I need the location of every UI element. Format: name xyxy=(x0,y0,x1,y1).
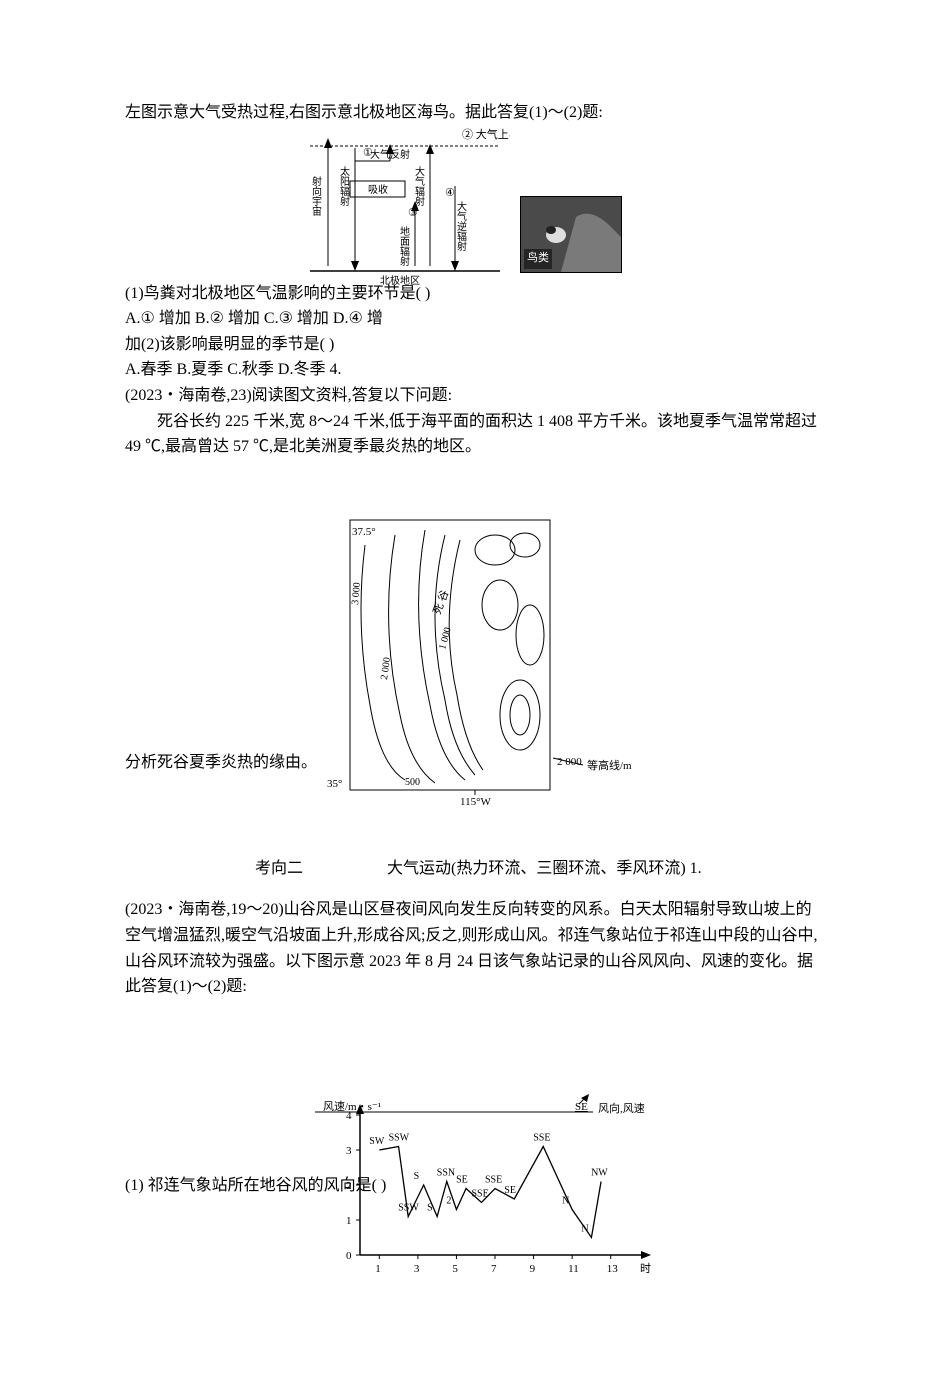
svg-text:4: 4 xyxy=(346,1110,352,1122)
svg-text:SSE: SSE xyxy=(485,1174,502,1185)
figure-2-container: 分析死谷夏季炎热的缘由。 37.5° 35° 115°W 3 000 2 000… xyxy=(125,505,825,835)
svg-text:N: N xyxy=(562,1195,569,1206)
svg-text:太阳辐射: 太阳辐射 xyxy=(338,164,350,206)
svg-text:13: 13 xyxy=(607,1263,619,1275)
exam2-subtitle: 大气运动(热力环流、三圈环流、季风环流) 1. xyxy=(387,856,702,882)
svg-text:风速/m・s⁻¹: 风速/m・s⁻¹ xyxy=(323,1100,381,1113)
svg-text:大气反射: 大气反射 xyxy=(370,148,410,161)
svg-text:2: 2 xyxy=(446,1195,451,1206)
wind-chart-svg: 风速/m・s⁻¹ SE 风向,风速 时 01234135791113SWSSWS… xyxy=(315,1090,665,1290)
svg-text:5: 5 xyxy=(452,1263,458,1275)
page: 左图示意大气受热过程,右图示意北极地区海鸟。据此答复(1)～(2)题: ② 大气… xyxy=(0,0,950,1380)
figure-2-map: 37.5° 35° 115°W 3 000 2 000 1 000 死 谷 xyxy=(325,505,635,844)
svg-text:射向宇宙: 射向宇宙 xyxy=(310,175,322,216)
svg-text:3: 3 xyxy=(346,1145,352,1157)
svg-text:④: ④ xyxy=(445,187,455,199)
figure-3-chart: 风速/m・s⁻¹ SE 风向,风速 时 01234135791113SWSSWS… xyxy=(315,1090,665,1299)
figure-3-container: (1) 祁连气象站所在地谷风的风向是( ) 风速/m・s⁻¹ SE 风向,风速 … xyxy=(125,1090,825,1330)
q1-2-options: A.春季 B.夏季 C.秋季 D.冬季 4. xyxy=(125,357,825,383)
svg-text:1: 1 xyxy=(346,1215,352,1227)
svg-text:吸收: 吸收 xyxy=(368,183,388,196)
svg-text:S: S xyxy=(414,1171,420,1182)
q4-body: 死谷长约 225 千米,宽 8～24 千米,低于海平面的面积达 1 408 平方… xyxy=(125,409,825,460)
exam2-heading: 考向二 大气运动(热力环流、三圈环流、季风环流) 1. xyxy=(125,856,825,882)
q1-2-stem: 加(2)该影响最明显的季节是( ) xyxy=(125,332,825,358)
svg-text:北极地区: 北极地区 xyxy=(380,274,420,286)
svg-text:大气逆辐射: 大气逆辐射 xyxy=(455,199,467,251)
svg-text:死 谷: 死 谷 xyxy=(431,588,452,616)
svg-text:SSE: SSE xyxy=(472,1188,489,1199)
q4-source: (2023・海南卷,23)阅读图文资料,答复以下问题: xyxy=(125,383,825,409)
figure-1-photo: 鸟类 xyxy=(520,196,622,273)
svg-text:等高线/m: 等高线/m xyxy=(587,758,632,772)
q5-body: (2023・海南卷,19～20)山谷风是山区昼夜间风向发生反向转变的风系。白天太… xyxy=(125,897,825,999)
svg-text:SSE: SSE xyxy=(533,1132,550,1143)
atmosphere-heating-svg: ② 大气上界 射向宇宙 太阳辐射 ① 大气反射 吸收 xyxy=(300,126,510,286)
svg-text:3 000: 3 000 xyxy=(350,582,363,605)
svg-text:N: N xyxy=(581,1223,588,1234)
svg-text:37.5°: 37.5° xyxy=(352,526,376,538)
svg-text:2: 2 xyxy=(346,1180,352,1192)
svg-text:SE: SE xyxy=(456,1174,468,1185)
svg-text:1: 1 xyxy=(375,1263,381,1275)
svg-text:SSW: SSW xyxy=(389,1132,410,1143)
figure-1-container: ② 大气上界 射向宇宙 太阳辐射 ① 大气反射 吸收 xyxy=(125,126,825,281)
svg-text:0: 0 xyxy=(346,1250,352,1262)
svg-text:地面辐射: 地面辐射 xyxy=(398,224,410,266)
svg-text:时: 时 xyxy=(640,1262,651,1275)
svg-text:S: S xyxy=(427,1202,433,1213)
q4-question: 分析死谷夏季炎热的缘由。 xyxy=(125,750,317,776)
svg-text:② 大气上界: ② 大气上界 xyxy=(462,127,510,141)
svg-text:500: 500 xyxy=(405,777,420,788)
death-valley-svg: 37.5° 35° 115°W 3 000 2 000 1 000 死 谷 xyxy=(325,505,635,835)
svg-text:1 000: 1 000 xyxy=(437,626,453,651)
svg-text:9: 9 xyxy=(530,1263,536,1275)
svg-text:2 000: 2 000 xyxy=(379,656,393,680)
svg-text:大气辐射: 大气辐射 xyxy=(413,164,425,206)
svg-text:115°W: 115°W xyxy=(460,796,491,808)
q1-1-options: A.① 增加 B.② 增加 C.③ 增加 D.④ 增 xyxy=(125,306,825,332)
svg-text:SSW: SSW xyxy=(398,1202,419,1213)
svg-text:7: 7 xyxy=(491,1263,497,1275)
svg-text:11: 11 xyxy=(568,1263,579,1275)
svg-text:SE: SE xyxy=(504,1185,516,1196)
exam2-title: 考向二 xyxy=(255,856,303,882)
svg-text:35°: 35° xyxy=(327,778,342,790)
svg-text:SW: SW xyxy=(369,1136,385,1147)
figure-1-diagram: ② 大气上界 射向宇宙 太阳辐射 ① 大气反射 吸收 xyxy=(300,126,510,295)
svg-text:3: 3 xyxy=(414,1263,420,1275)
intro-text: 左图示意大气受热过程,右图示意北极地区海鸟。据此答复(1)～(2)题: xyxy=(125,100,825,126)
svg-text:SSN: SSN xyxy=(437,1167,455,1178)
svg-text:NW: NW xyxy=(591,1167,608,1178)
svg-text:风向,风速: 风向,风速 xyxy=(598,1101,645,1115)
svg-text:SE: SE xyxy=(575,1101,588,1113)
figure-1-photo-label: 鸟类 xyxy=(524,249,552,269)
